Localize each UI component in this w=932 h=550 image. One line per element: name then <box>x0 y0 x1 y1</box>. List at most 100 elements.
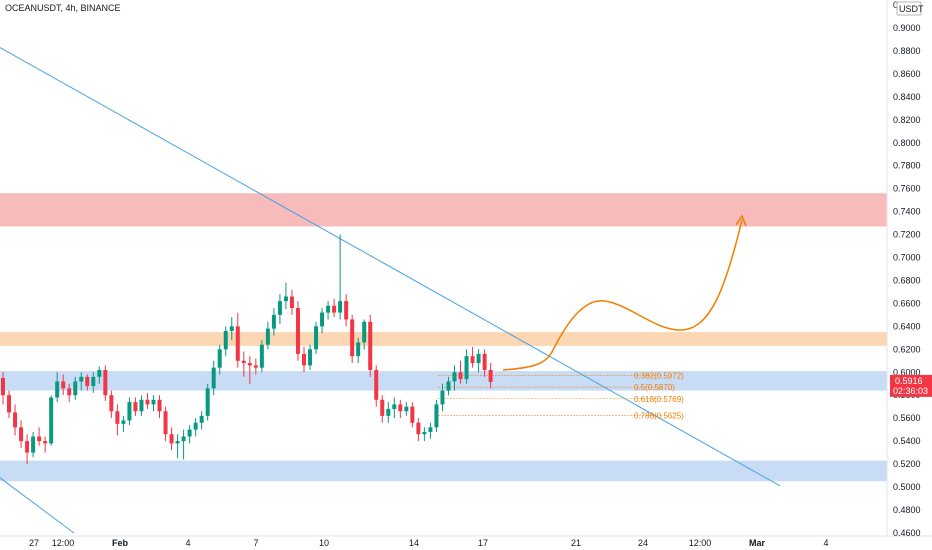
candle-body <box>277 301 282 315</box>
price-tick-label: 0.5400 <box>893 436 921 446</box>
candle-body <box>19 427 24 442</box>
last-price-value: 0.5916 <box>895 376 923 386</box>
candle-body <box>344 301 349 320</box>
fib-level-label: 0.786(0.5625) <box>634 411 684 420</box>
price-tick-label: 0.4800 <box>893 505 921 515</box>
candle-body <box>217 349 222 368</box>
fib-level-label: 0.382(0.5972) <box>634 371 684 380</box>
candle-body <box>133 402 138 412</box>
candle-body <box>67 388 72 396</box>
fib-level-label: 0.5(0.5870) <box>634 383 675 392</box>
candle-body <box>338 301 343 313</box>
trendline-lower <box>0 477 75 534</box>
price-tick-label: 0.5000 <box>893 482 921 492</box>
candle-body <box>253 365 258 368</box>
candle-body <box>31 436 36 453</box>
candle-body <box>416 422 421 435</box>
candle-body <box>205 388 210 416</box>
trendline-descending <box>0 47 781 487</box>
candle-body <box>103 369 108 396</box>
candle-body <box>247 363 252 366</box>
candle-body <box>350 319 355 357</box>
candle-body <box>482 353 487 370</box>
candle-body <box>55 381 60 398</box>
price-tick-label: 0.6400 <box>893 321 921 331</box>
candle-body <box>446 381 451 391</box>
time-axis[interactable]: 27 12:00 Feb 4 7 10 14 17 21 24 12:00 Mar 4 <box>29 538 829 548</box>
candle-body <box>181 436 186 442</box>
candle-body <box>362 321 367 343</box>
candle-body <box>241 360 246 364</box>
candle-body <box>326 305 331 313</box>
price-axis[interactable]: 0.9000 0.8800 0.8600 0.8400 0.8200 0.8000 0.78… <box>893 0 921 538</box>
price-tick-label: 0.6800 <box>893 275 921 285</box>
candle-body <box>368 321 373 370</box>
candle-body <box>398 404 403 412</box>
zone-support-blue-lower <box>0 460 887 482</box>
projection-curve <box>502 219 743 371</box>
candle-body <box>422 431 427 435</box>
candle-body <box>199 415 204 423</box>
candle-body <box>470 356 475 364</box>
candle-body <box>13 412 18 428</box>
fib-level-label: 0.618(0.5769) <box>634 395 684 404</box>
candle-body <box>73 381 78 396</box>
price-tick-label: 0.5200 <box>893 459 921 469</box>
zones-layer <box>0 193 887 482</box>
candle-body <box>163 411 168 435</box>
projection-arrowhead <box>735 214 747 227</box>
candle-body <box>193 422 198 430</box>
time-tick-label: Feb <box>112 538 129 548</box>
candle-body <box>1 377 5 396</box>
price-tick-label: 0.4600 <box>893 528 921 538</box>
zone-supply-orange <box>0 332 887 346</box>
candle-body <box>157 399 162 412</box>
price-tick-label: 0.5600 <box>893 413 921 423</box>
symbol-title: OCEANUSDT, 4h, BINANCE <box>5 3 121 13</box>
price-tick-label: 0.7000 <box>893 253 921 263</box>
zone-support-blue-upper <box>0 371 887 391</box>
candle-body <box>187 429 192 437</box>
time-tick-label: 7 <box>253 538 258 548</box>
projection-layer[interactable] <box>502 214 747 371</box>
candle-body <box>91 376 96 387</box>
candle-body <box>289 296 294 308</box>
price-tick-label: 0.6600 <box>893 298 921 308</box>
candle-body <box>476 353 481 364</box>
candle-body <box>458 372 463 380</box>
candle-body <box>332 305 337 313</box>
price-tick-label: 0.6000 <box>893 367 921 377</box>
last-price-badge-box <box>890 374 932 397</box>
candle-body <box>49 397 54 444</box>
candle-body <box>37 436 42 442</box>
candle-body <box>61 381 66 389</box>
candle-body <box>85 376 90 387</box>
candle-body <box>169 434 174 444</box>
candle-body <box>380 399 385 416</box>
candle-body <box>434 404 439 428</box>
time-tick-label: 21 <box>571 538 581 548</box>
price-tick-label: 0.6200 <box>893 344 921 354</box>
candle-body <box>308 349 313 366</box>
zone-resistance-red <box>0 193 887 227</box>
candle-body <box>97 369 102 377</box>
candle-body <box>314 326 319 350</box>
currency-badge[interactable]: USDT <box>896 1 924 16</box>
candle-body <box>25 441 30 453</box>
candle-body <box>175 441 180 444</box>
candle-body <box>109 395 114 412</box>
time-tick-label: Mar <box>749 538 766 548</box>
candle-body <box>464 356 469 380</box>
candle-body <box>259 344 264 368</box>
candle-body <box>283 296 288 302</box>
fib-retracement-layer[interactable]: 0.382(0.5972) 0.5(0.5870) 0.618(0.5769) 0.7… <box>438 371 684 420</box>
candle-body <box>145 399 150 405</box>
candle-body <box>79 376 84 382</box>
candle-body <box>115 411 120 424</box>
candle-body <box>440 390 445 405</box>
price-tick-label: 0.8000 <box>893 138 921 148</box>
candle-body <box>151 399 156 405</box>
candle-body <box>428 427 433 432</box>
candle-body <box>127 402 132 421</box>
